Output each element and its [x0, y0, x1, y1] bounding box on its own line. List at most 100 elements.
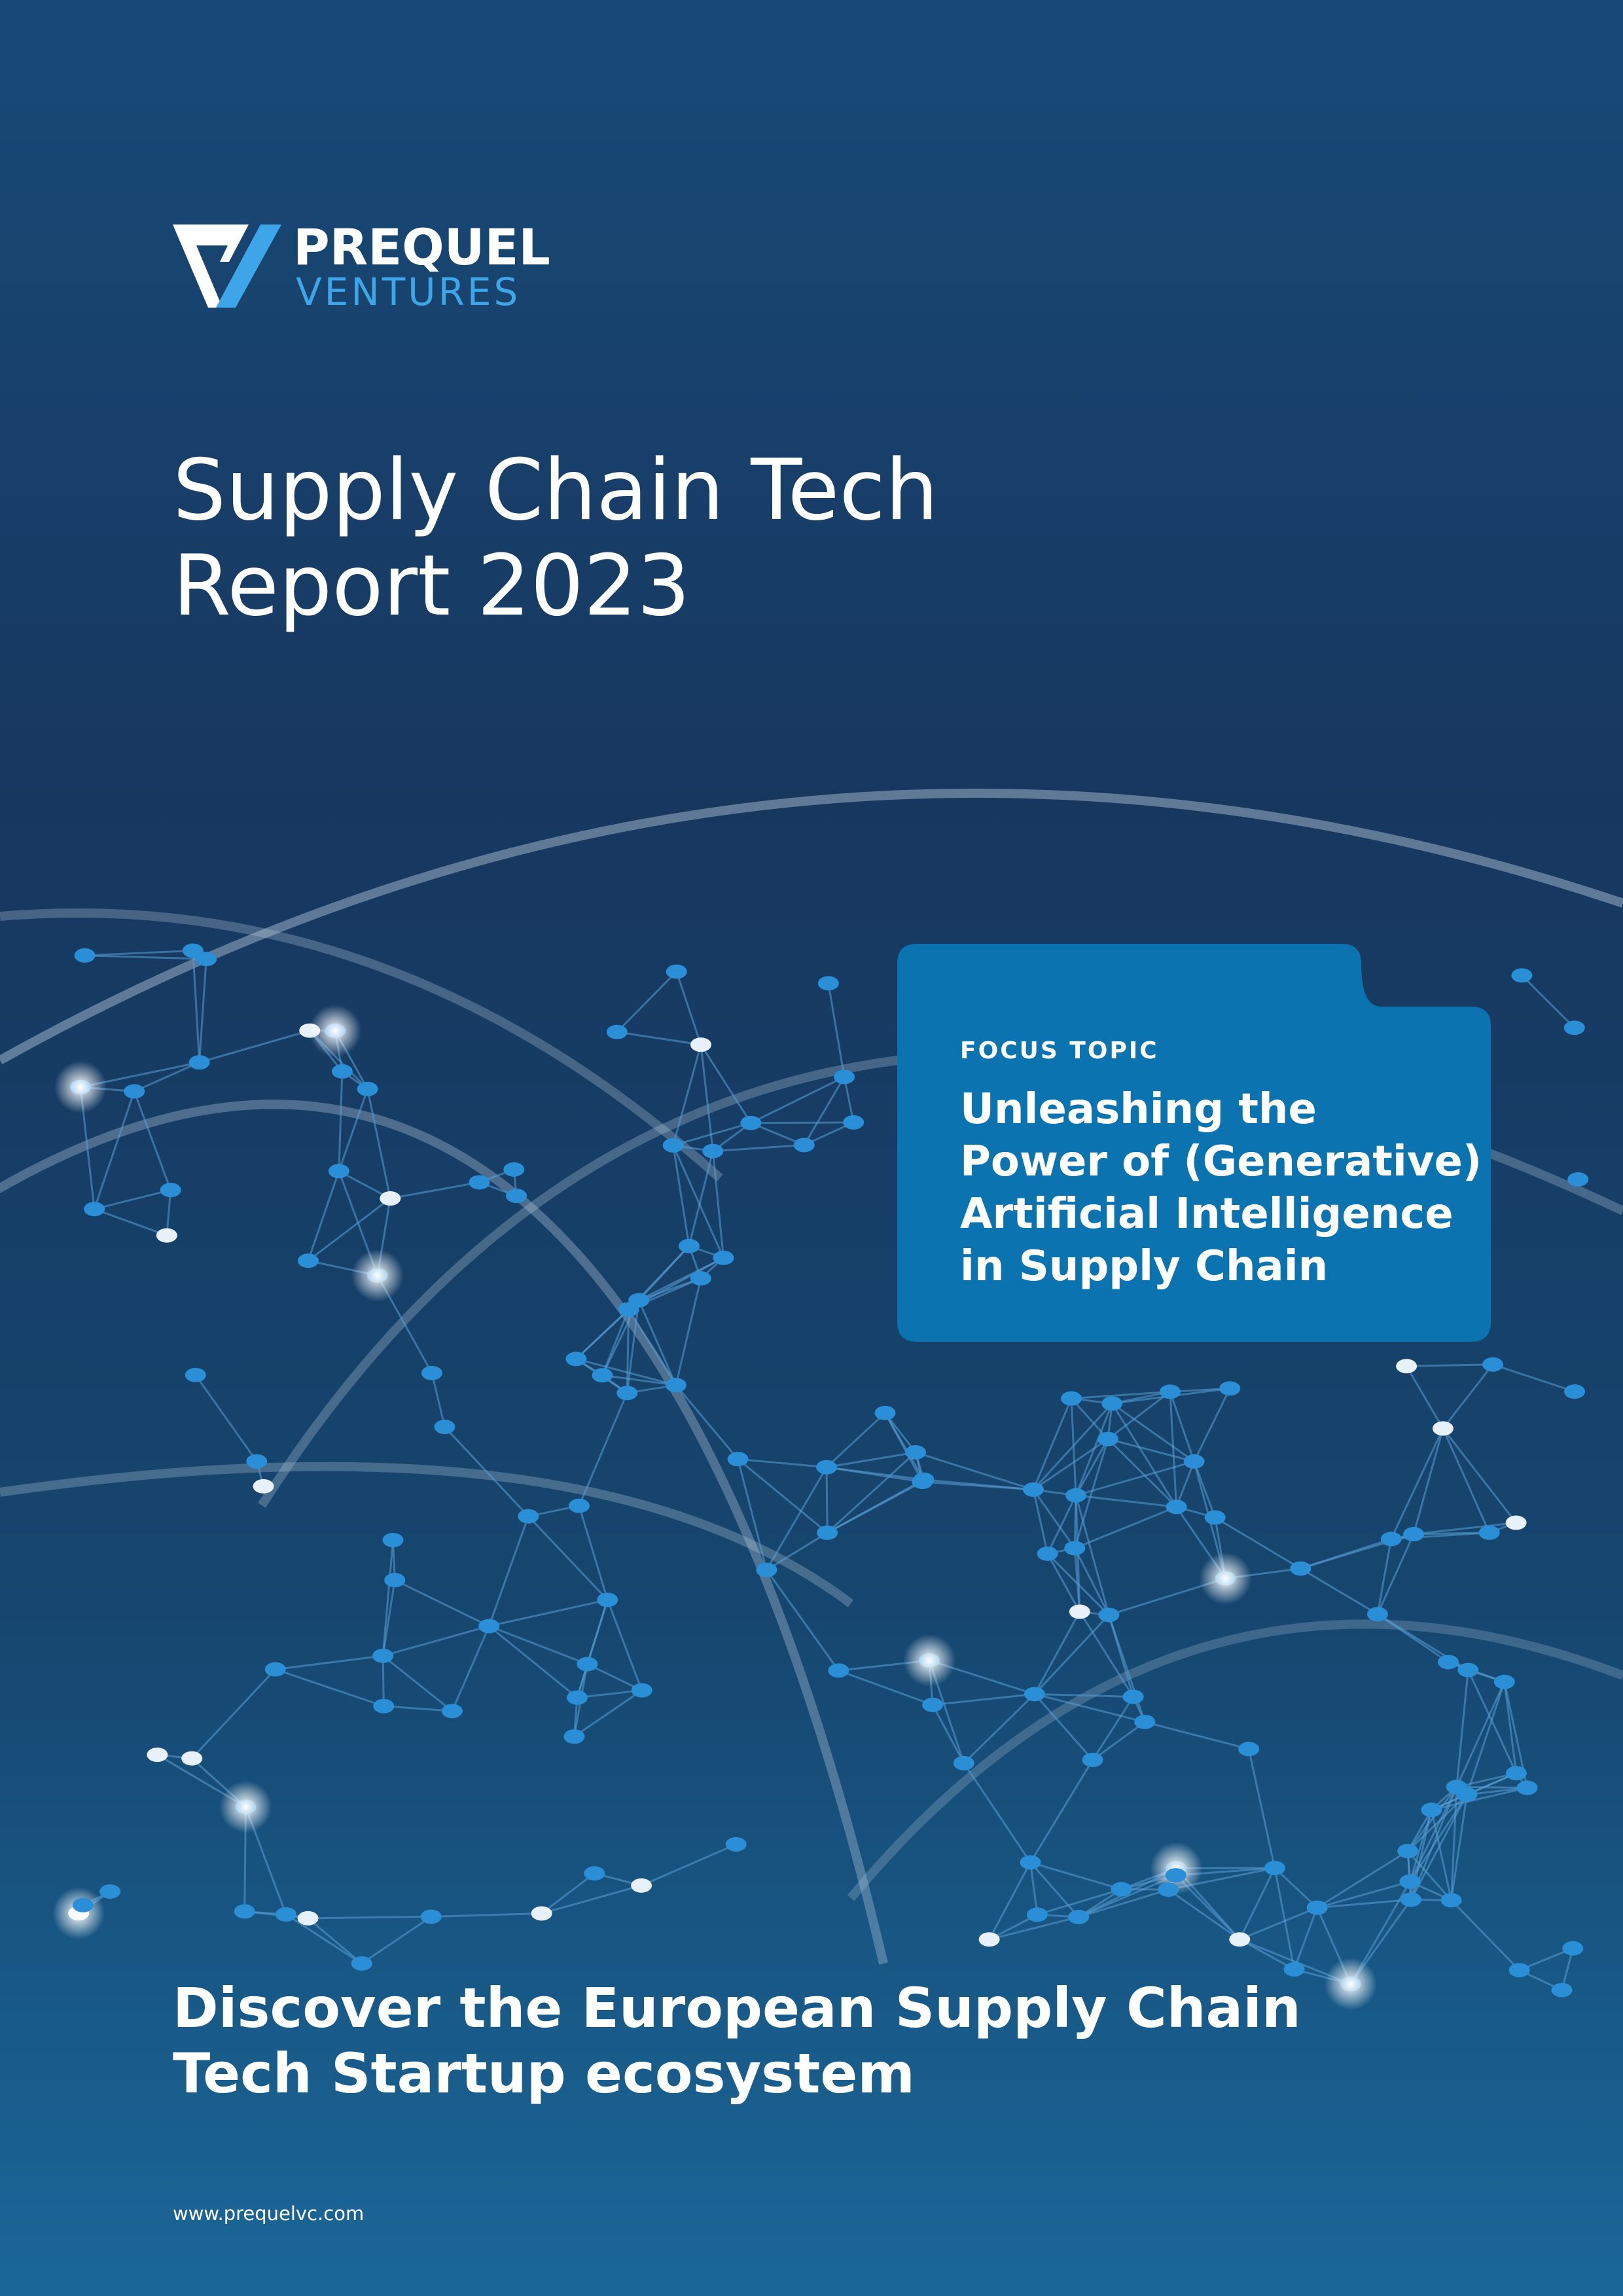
network-node — [793, 1138, 815, 1153]
network-node — [1493, 1674, 1515, 1689]
network-link — [616, 1031, 702, 1046]
network-node — [1505, 1515, 1527, 1530]
network-node — [275, 1907, 296, 1922]
network-node — [1068, 1909, 1090, 1924]
network-link — [1107, 1438, 1177, 1508]
network-node — [631, 1878, 652, 1893]
network-link — [672, 1145, 724, 1259]
network-link — [1075, 1494, 1177, 1508]
network-node — [1064, 1541, 1086, 1556]
network-link — [766, 1569, 840, 1672]
network-link — [1075, 1495, 1110, 1615]
network-link — [1407, 1850, 1452, 1901]
network-link — [578, 1505, 609, 1600]
network-node — [1403, 1527, 1425, 1542]
network-link — [308, 1916, 431, 1920]
network-link — [1033, 1614, 1110, 1695]
logo-mark — [216, 224, 281, 308]
network-link — [884, 1412, 917, 1453]
network-nodes — [52, 943, 1589, 2011]
network-link — [192, 950, 201, 1063]
network-node — [531, 1906, 552, 1921]
network-node — [1061, 1391, 1082, 1406]
network-node — [1290, 1561, 1311, 1576]
network-link — [444, 1426, 529, 1517]
network-link — [1075, 1460, 1195, 1497]
network-glow — [52, 1887, 105, 1940]
network-node — [1478, 1525, 1500, 1540]
network-link — [713, 1143, 804, 1153]
network-link — [1406, 1363, 1493, 1367]
network-link — [1092, 1721, 1146, 1761]
network-node — [182, 943, 204, 958]
network-node — [1026, 1907, 1048, 1922]
network-link — [766, 1532, 828, 1571]
network-link — [307, 1170, 340, 1261]
network-link — [1274, 1867, 1318, 1909]
network-node — [618, 1302, 639, 1317]
text-line: Discover the European Supply Chain — [173, 1976, 1301, 2040]
network-link — [1046, 1495, 1077, 1554]
network-link — [361, 1916, 432, 1965]
network-link — [766, 1466, 828, 1571]
network-node — [597, 1592, 618, 1607]
network-node — [874, 1405, 896, 1420]
network-link — [1032, 1489, 1076, 1549]
network-link — [1046, 1553, 1081, 1613]
network-link — [1144, 1721, 1249, 1750]
network-node — [357, 1081, 378, 1096]
network-node — [1446, 1780, 1467, 1795]
network-node — [331, 1064, 353, 1079]
network-link — [606, 1599, 643, 1691]
network-link — [198, 959, 207, 1063]
network-link — [586, 1663, 643, 1691]
network-node — [1516, 1780, 1538, 1795]
network-link — [382, 1625, 490, 1657]
network-link — [1376, 1539, 1393, 1615]
network-node — [665, 1378, 687, 1393]
network-link — [488, 1516, 529, 1626]
logo-name: PREQUEL — [293, 218, 550, 276]
network-link — [1075, 1438, 1109, 1496]
network-node — [1562, 1941, 1584, 1956]
text-line: Unleashing the — [960, 1085, 1317, 1134]
network-link — [93, 1091, 135, 1210]
network-link — [675, 971, 702, 1045]
network-link — [382, 1655, 453, 1712]
text-line: in Supply Chain — [960, 1242, 1328, 1291]
network-link — [1168, 1888, 1241, 1941]
network-node — [503, 1162, 525, 1177]
network-link — [191, 1668, 276, 1759]
network-link — [963, 1763, 1031, 1863]
network-node — [1122, 1689, 1144, 1704]
network-node — [1563, 1020, 1585, 1035]
network-node — [1204, 1510, 1226, 1525]
network-link — [1442, 1427, 1491, 1534]
network-node — [1306, 1900, 1328, 1915]
network-node — [1400, 1892, 1422, 1907]
network-node — [328, 1164, 349, 1179]
network-link — [1193, 1388, 1231, 1462]
network-link — [1456, 1772, 1517, 1788]
network-node — [666, 964, 687, 979]
network-link — [488, 1598, 608, 1627]
network-node — [1020, 1855, 1041, 1870]
network-node — [434, 1420, 455, 1435]
network-glow — [1199, 1552, 1252, 1605]
network-link — [366, 1088, 391, 1199]
network-link — [1467, 1669, 1518, 1774]
network-node — [351, 1956, 372, 1971]
network-node — [1508, 1963, 1530, 1978]
network-node — [756, 1562, 777, 1577]
network-node — [1457, 1662, 1479, 1677]
network-link — [1492, 1363, 1575, 1393]
network-node — [631, 1683, 652, 1698]
network-link — [931, 1704, 965, 1764]
network-node — [253, 1479, 274, 1494]
network-link — [541, 1873, 596, 1914]
network-node — [1111, 1882, 1132, 1897]
network-link — [751, 1121, 854, 1124]
